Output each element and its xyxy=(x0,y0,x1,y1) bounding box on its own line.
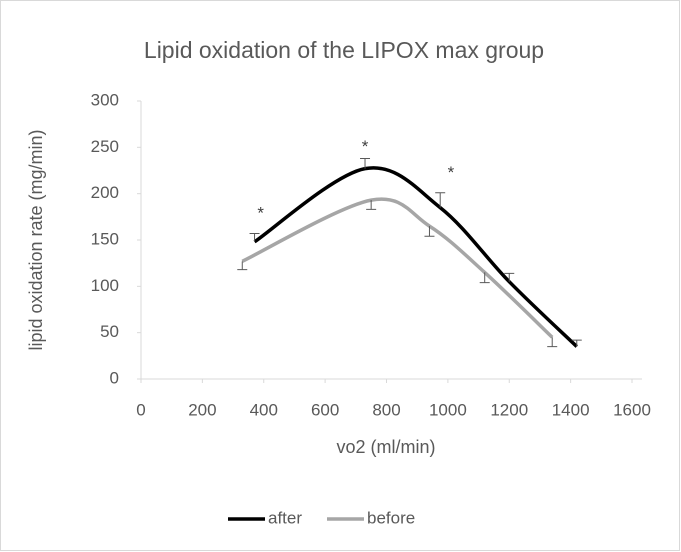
x-tick-label: 600 xyxy=(311,400,339,419)
annotation: * xyxy=(448,163,455,182)
error-bar xyxy=(424,226,435,237)
x-axis-label: vo2 (ml/min) xyxy=(336,437,435,457)
error-bar xyxy=(237,261,248,271)
x-tick-label: 1400 xyxy=(552,400,590,419)
annotation: * xyxy=(257,204,264,223)
y-tick-label: 150 xyxy=(91,229,119,248)
y-tick-label: 300 xyxy=(91,90,119,109)
x-tick-label: 800 xyxy=(372,400,400,419)
error-bar xyxy=(504,272,515,282)
error-bar xyxy=(479,272,490,284)
error-bar xyxy=(360,157,371,169)
error-bar xyxy=(249,233,260,242)
y-tick-label: 250 xyxy=(91,137,119,156)
error-bar xyxy=(366,200,377,210)
legend-label: after xyxy=(268,508,302,527)
annotation: * xyxy=(362,137,369,156)
x-tick-label: 200 xyxy=(188,400,216,419)
y-tick-label: 0 xyxy=(110,368,119,387)
x-tick-label: 1000 xyxy=(429,400,467,419)
chart-title: Lipid oxidation of the LIPOX max group xyxy=(144,37,544,63)
x-tick-label: 1600 xyxy=(613,400,651,419)
x-tick-label: 0 xyxy=(136,400,145,419)
y-tick-label: 200 xyxy=(91,183,119,202)
y-tick-label: 100 xyxy=(91,276,119,295)
error-bar xyxy=(547,337,558,348)
x-tick-label: 1200 xyxy=(490,400,528,419)
y-tick-label: 50 xyxy=(100,322,119,341)
legend-label: before xyxy=(367,508,415,527)
y-axis-label: lipid oxidation rate (mg/min) xyxy=(26,129,46,350)
error-bar xyxy=(435,192,446,208)
line-series xyxy=(241,197,554,339)
error-bar xyxy=(571,339,582,347)
x-tick-label: 400 xyxy=(250,400,278,419)
